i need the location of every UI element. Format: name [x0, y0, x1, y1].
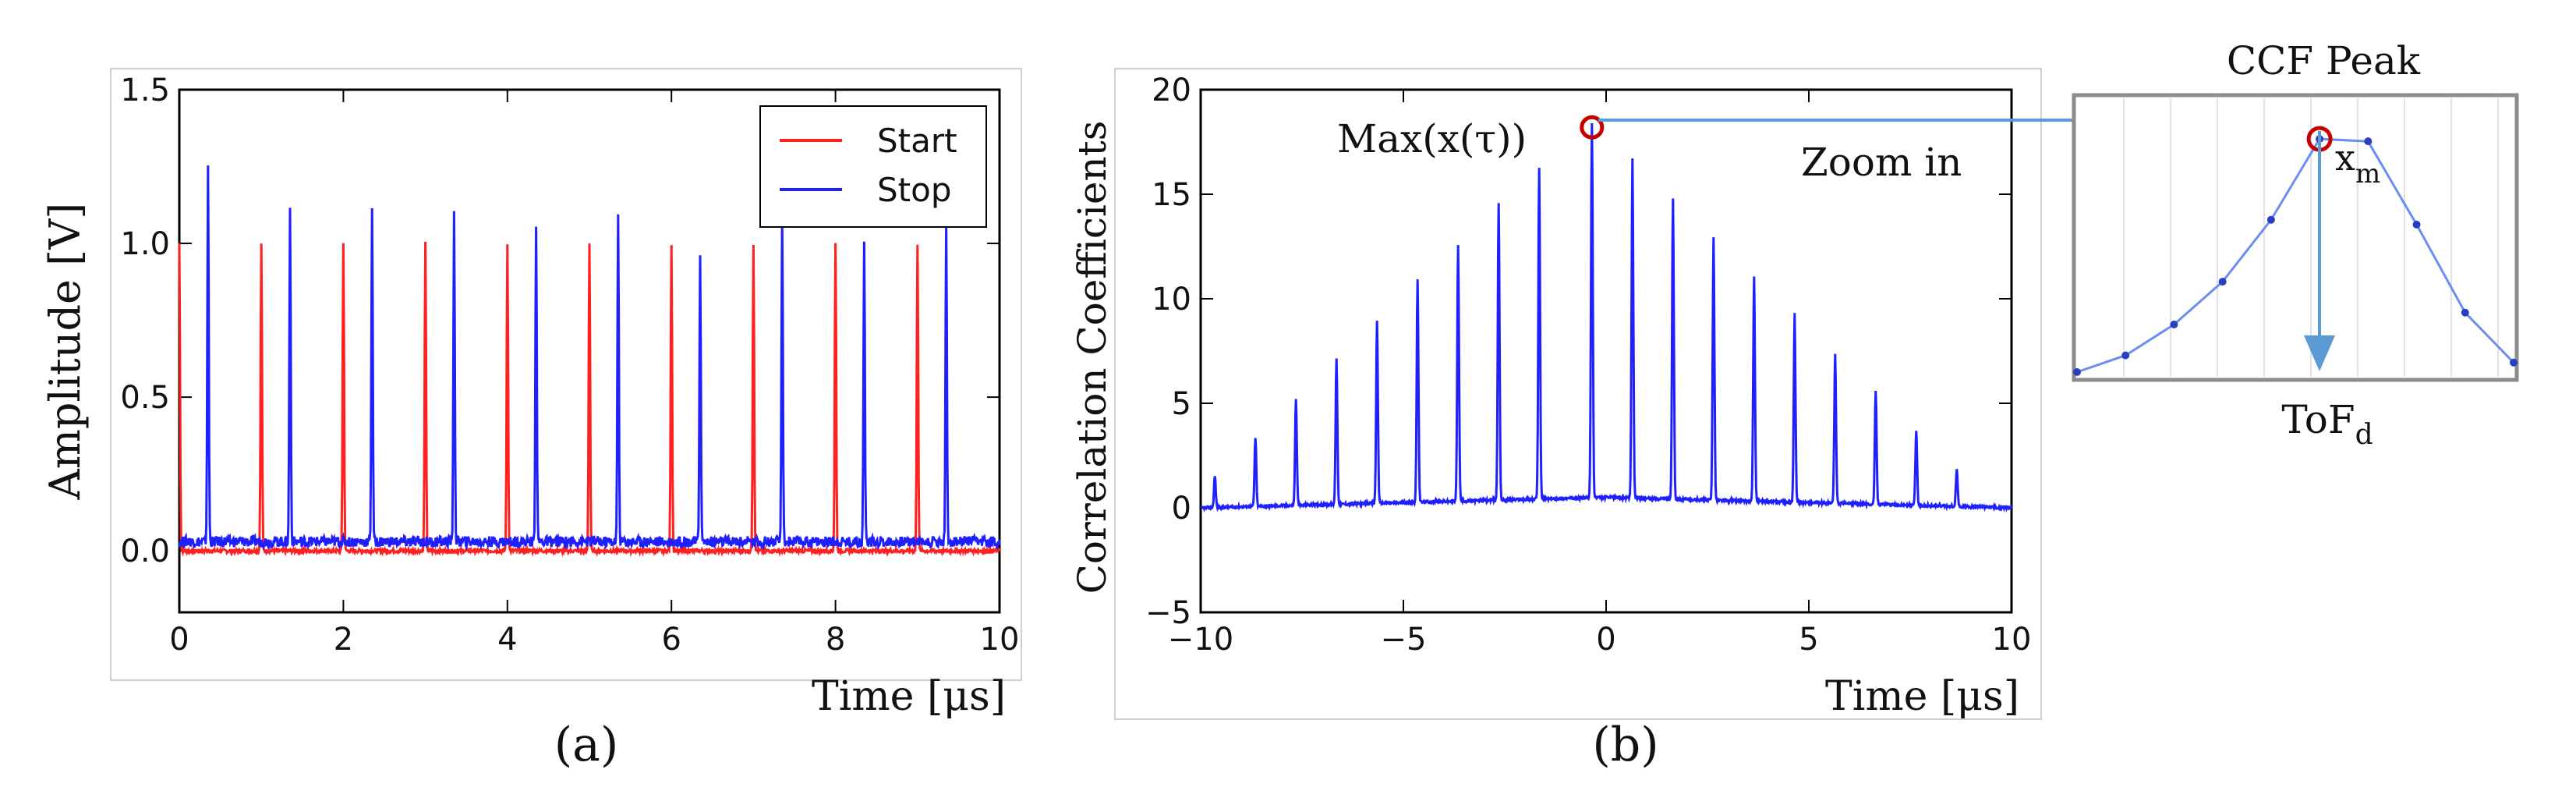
tof-label-sub: d: [2355, 419, 2373, 451]
panel-a-legend: Start Stop: [759, 105, 987, 228]
x-tick-label: 8: [826, 622, 845, 658]
panel-a-y-axis-label: Amplitude [V]: [41, 203, 90, 501]
inset-sample-point: [2412, 220, 2421, 229]
tof-label-main: ToF: [2281, 397, 2355, 442]
inset-sample-point: [2218, 278, 2227, 286]
legend-box: [759, 105, 987, 228]
panel-a-ticks: 0 2 4 6 8 10 0.0 0.5 1.0 1.5: [120, 73, 1019, 658]
inset-sample-point: [2170, 321, 2178, 328]
panel-a-caption: (a): [554, 718, 619, 772]
y-tick-label: 1.0: [120, 226, 170, 262]
inset-ccf-line: [2076, 137, 2515, 374]
x-tick-label: 0: [169, 622, 189, 658]
x-tick-label: −10: [1168, 622, 1233, 658]
panel-b-axes: [1199, 88, 2013, 614]
x-tick-label: 5: [1799, 622, 1818, 658]
x-tick-label: 6: [661, 622, 681, 658]
xm-label: xm: [2335, 137, 2380, 190]
tof-arrow-head: [2304, 335, 2335, 371]
x-tick-label: 10: [980, 622, 1020, 658]
y-tick-label: 0.5: [120, 380, 170, 416]
x-tick-label: 0: [1596, 622, 1615, 658]
inset-gridlines: [2123, 98, 2499, 377]
inset-sample-point: [2461, 308, 2469, 317]
y-tick-label: 15: [1152, 177, 1191, 213]
inset-sample-point: [2121, 351, 2130, 360]
inset-sample-point: [2266, 215, 2275, 224]
panel-a-x-axis-label: Time [μs]: [812, 673, 1006, 720]
x-tick-label: 10: [1992, 622, 2032, 658]
ccf-series-line: [1200, 122, 2013, 513]
panel-b-x-axis-label: Time [μs]: [1825, 673, 2019, 720]
max-point-marker: [1580, 115, 1605, 140]
max-annotation: Max(x(τ)): [1337, 116, 1527, 161]
panel-a-outer-frame: [110, 68, 1022, 681]
inset-title: CCF Peak: [2227, 38, 2421, 83]
legend-stop-label: Stop: [877, 171, 951, 209]
x-tick-label: 2: [334, 622, 353, 658]
y-tick-label: −5: [1145, 595, 1191, 631]
xm-label-sub: m: [2355, 158, 2380, 190]
inset-sample-point: [2364, 137, 2373, 146]
y-tick-label: 1.5: [120, 73, 170, 108]
tof-label: ToFd: [2281, 397, 2373, 451]
series-line-stop: [178, 165, 1001, 551]
x-tick-label: 4: [497, 622, 517, 658]
inset-sample-point: [2510, 358, 2518, 367]
zoom-in-annotation: Zoom in: [1801, 140, 1962, 185]
tof-arrow: [2304, 131, 2335, 371]
y-tick-label: 0.0: [120, 534, 170, 569]
xm-label-main: x: [2335, 137, 2355, 179]
inset-sample-point: [2073, 368, 2081, 376]
legend-start-label: Start: [877, 122, 957, 160]
panel-a-series: [178, 165, 1001, 558]
x-tick-label: −5: [1381, 622, 1427, 658]
y-tick-label: 10: [1152, 282, 1191, 317]
panel-b-y-axis-label: Correlation Coefficients: [1070, 121, 1115, 594]
panel-b-caption: (b): [1592, 718, 1658, 772]
inset-ccf-peak: CCF Peak xm ToFd: [2072, 38, 2519, 451]
panel-a-chart: 0 2 4 6 8 10 0.0 0.5 1.0 1.5 Amplitude [V] Time […: [41, 68, 1022, 772]
inset-series: [2073, 135, 2518, 376]
y-tick-label: 20: [1152, 73, 1191, 108]
inset-frame: [2072, 93, 2519, 382]
y-tick-label: 0: [1172, 491, 1191, 527]
y-tick-label: 5: [1172, 386, 1191, 422]
panel-b-outer-frame: [1114, 68, 2042, 720]
panel-b-series: [1200, 122, 2013, 513]
